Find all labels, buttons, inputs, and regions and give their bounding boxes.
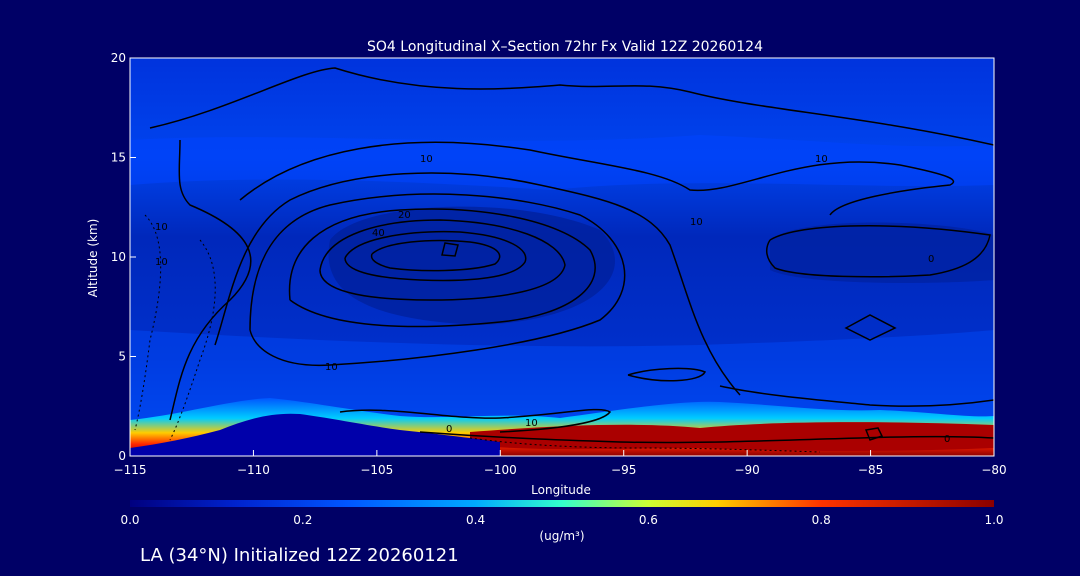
contour-line [239,141,955,216]
upper-band [130,135,994,190]
contour-label: 10 [690,217,703,228]
y-tick-label: 5 [118,350,126,364]
dotted-contour-line [169,239,216,441]
contour-line [214,172,741,396]
colorbar-tick-label: 0.8 [812,513,831,527]
colorbar-tick-label: 0.4 [466,513,485,527]
colorbar-tick-label: 0.0 [120,513,139,527]
terrain [130,413,500,456]
dotted-contour-line [134,214,162,431]
contour-line [319,219,566,301]
contour-label: 10 [420,154,433,165]
colorbar-tick-label: 0.6 [639,513,658,527]
contour-line [339,408,612,433]
contour-label: 40 [372,228,385,239]
y-tick-label: 15 [111,151,126,165]
footer-text: LA (34°N) Initialized 12Z 20260121 [140,545,459,566]
x-axis-label: Longitude [531,483,591,497]
contour-line [370,239,501,272]
contour-label: 20 [398,210,411,221]
contours [149,67,994,444]
contour-line [249,193,626,367]
contour-line [419,431,994,444]
dotted-contours [134,214,821,453]
colorbar-units: (ug/m³) [539,529,584,543]
x-tick-label: −80 [981,463,1006,477]
contour-line [844,314,897,341]
contour-line [288,208,596,328]
x-tick-label: −100 [484,463,517,477]
dotted-contour-line [469,437,821,453]
contour-line [864,427,884,441]
contour-line [765,225,991,278]
contour-line [169,139,252,421]
y-tick-label: 10 [111,250,126,264]
surface-core [470,422,994,451]
colorbar-tick-label: 1.0 [984,513,1003,527]
y-axis-label: Altitude (km) [86,219,100,298]
contour-line [441,242,459,257]
plot-area: 10 10 20 40 10 10 10 10 0 10 0 0 [130,58,994,456]
contour-label: 10 [155,222,168,233]
contour-line [344,230,527,282]
x-tick-label: −105 [360,463,393,477]
contour-line [627,367,707,382]
x-tick-label: −115 [114,463,147,477]
contour-line [149,67,994,146]
contour-label: 10 [155,257,168,268]
colorbar-tick-label: 0.2 [293,513,312,527]
contour-label: 0 [446,424,452,435]
contour-label: 0 [928,254,934,265]
chart-title: SO4 Longitudinal X–Section 72hr Fx Valid… [367,39,763,55]
x-axis: −115 −110 −105 −100 −95 −90 −85 −80 [114,450,1007,477]
dark-core-east [770,222,994,283]
contour-label: 10 [815,154,828,165]
colorbar [130,500,994,507]
dark-core [328,206,615,325]
contour-labels: 10 10 20 40 10 10 10 10 0 10 0 0 [155,154,950,445]
x-tick-label: −85 [858,463,883,477]
x-tick-label: −90 [734,463,759,477]
y-tick-label: 20 [111,51,126,65]
contour-label: 10 [325,362,338,373]
x-tick-label: −110 [237,463,270,477]
contour-label: 10 [525,418,538,429]
y-axis: 0 5 10 15 20 [111,51,136,463]
contour-label: 0 [944,434,950,445]
mid-low-band [130,330,994,420]
x-tick-label: −95 [611,463,636,477]
colorbar-ticks: 0.0 0.2 0.4 0.6 0.8 1.0 [120,513,1003,527]
y-tick-label: 0 [118,449,126,463]
contour-line [719,385,994,407]
